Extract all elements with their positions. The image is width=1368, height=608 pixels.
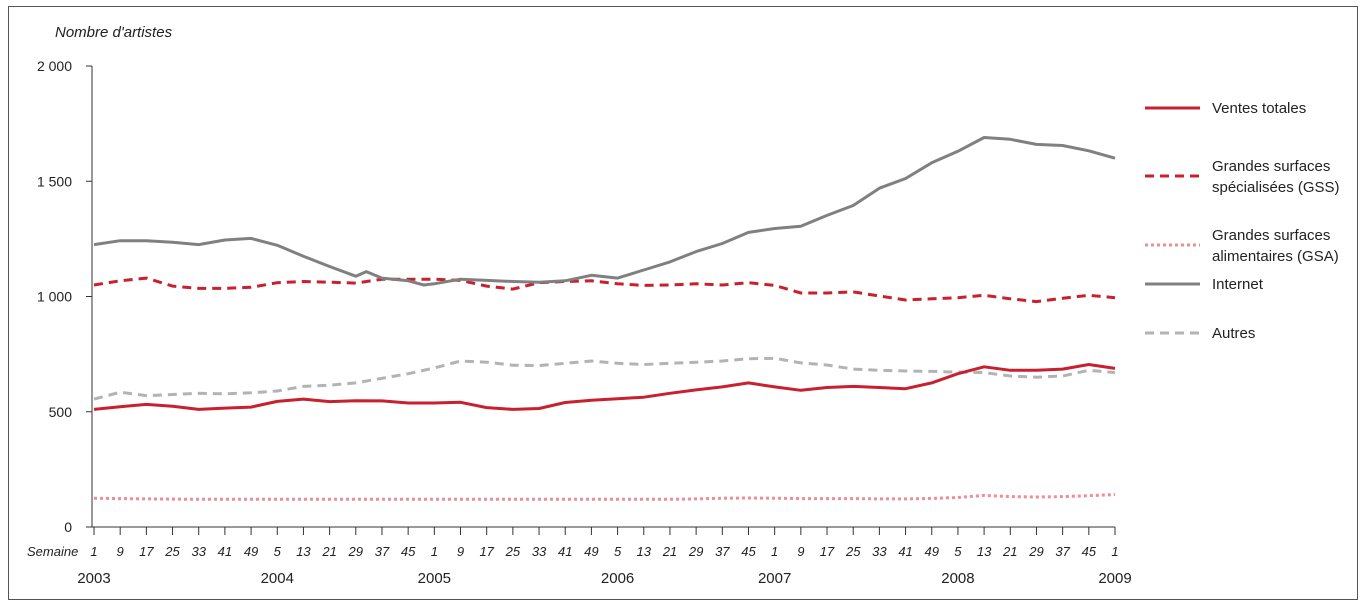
series-line (93, 276, 1116, 304)
chart-frame (8, 6, 1358, 600)
legend-label-line: alimentaires (GSA) (1212, 248, 1339, 265)
x-tick-label: 41 (218, 544, 232, 559)
x-tick-label: 49 (925, 544, 939, 559)
series-line (93, 136, 1116, 287)
x-tick-label: 49 (244, 544, 258, 559)
legend-label: Grandes surfaces alimentaires (GSA) (1212, 227, 1339, 265)
x-tick-label: 9 (117, 544, 124, 559)
x-tick-label: 33 (872, 544, 887, 559)
year-label: 2007 (758, 570, 791, 587)
x-tick-label: 25 (845, 544, 861, 559)
y-tick-label: 1 000 (37, 289, 72, 305)
x-tick-label: 45 (1082, 544, 1097, 559)
x-tick-label: 5 (274, 544, 282, 559)
y-tick-label: 0 (64, 519, 72, 535)
x-tick-label: 17 (139, 544, 154, 559)
x-tick-label: 5 (614, 544, 622, 559)
legend-label-line: Grandes surfaces (1212, 158, 1330, 175)
x-tick-label: 33 (191, 544, 206, 559)
x-tick-label: 29 (348, 544, 363, 559)
year-label: 2008 (941, 570, 974, 587)
x-tick-label: 33 (532, 544, 547, 559)
legend-label-line: spécialisées (GSS) (1212, 179, 1340, 196)
x-tick-label: 29 (688, 544, 703, 559)
series-line (93, 356, 1116, 401)
legend-label: Grandes surfaces spécialisées (GSS) (1212, 158, 1340, 196)
x-axis-title: Semaine (27, 544, 78, 559)
x-tick-label: 13 (637, 544, 652, 559)
x-tick-label: 45 (401, 544, 416, 559)
x-tick-label: 1 (90, 544, 97, 559)
x-tick-label: 45 (741, 544, 756, 559)
x-tick-label: 1 (431, 544, 438, 559)
legend-label: Internet (1212, 276, 1264, 293)
x-tick-label: 9 (797, 544, 804, 559)
series-line (93, 363, 1116, 411)
x-tick-label: 1 (771, 544, 778, 559)
x-tick-label: 13 (296, 544, 311, 559)
x-tick-label: 49 (584, 544, 598, 559)
x-tick-label: 17 (479, 544, 494, 559)
legend: Ventes totales Grandes surfaces spécialisé… (1145, 100, 1340, 342)
y-tick-label: 500 (49, 404, 73, 420)
series-line (93, 493, 1116, 501)
x-tick-label: 41 (558, 544, 572, 559)
x-tick-label: 1 (1111, 544, 1118, 559)
x-tick-label: 21 (662, 544, 677, 559)
x-tick-label: 41 (898, 544, 912, 559)
y-tick-label: 1 500 (37, 173, 72, 189)
axes: 0 500 1 000 1 500 2 000 1 9 17 25 33 41 49 5 13 21 29 37… (37, 58, 1132, 587)
series-lines (93, 136, 1116, 501)
legend-label-line: Grandes surfaces (1212, 227, 1330, 244)
year-label: 2003 (77, 570, 110, 587)
x-tick-label: 37 (1055, 544, 1070, 559)
x-tick-label: 21 (321, 544, 336, 559)
x-tick-label: 17 (820, 544, 835, 559)
y-tick-label: 2 000 (37, 58, 72, 74)
x-tick-label: 9 (457, 544, 464, 559)
year-label: 2005 (418, 570, 451, 587)
legend-label: Autres (1212, 325, 1255, 342)
y-axis-title: Nombre d'artistes (55, 24, 173, 41)
x-tick-label: 5 (954, 544, 962, 559)
year-label: 2009 (1098, 570, 1131, 587)
x-tick-label: 25 (164, 544, 180, 559)
year-label: 2006 (601, 570, 634, 587)
x-tick-label: 37 (375, 544, 390, 559)
x-tick-label: 29 (1028, 544, 1043, 559)
legend-label: Ventes totales (1212, 100, 1306, 117)
year-label: 2004 (261, 570, 294, 587)
x-tick-label: 13 (977, 544, 992, 559)
x-tick-label: 25 (505, 544, 521, 559)
x-tick-label: 37 (715, 544, 730, 559)
x-tick-label: 21 (1002, 544, 1017, 559)
